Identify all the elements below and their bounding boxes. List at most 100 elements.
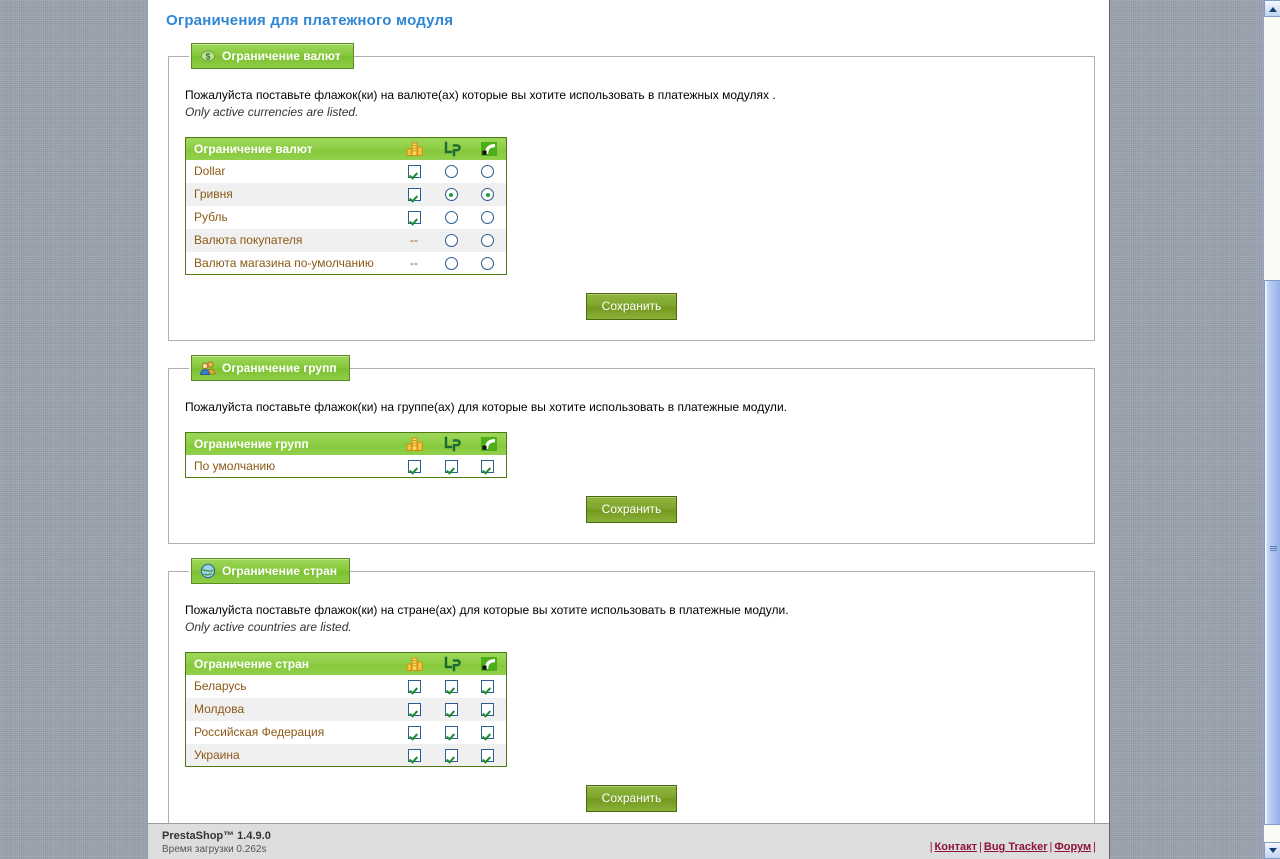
row-label: Рубль [194,210,228,224]
save-row: Сохранить [185,785,1078,812]
footer-link-1[interactable]: Bug Tracker [983,841,1048,853]
checkbox-checked[interactable] [407,459,421,473]
row-label: Dollar [194,164,226,178]
footer-link-2[interactable]: Форум [1054,841,1092,853]
checkbox-checked[interactable] [481,748,495,762]
row-label: По умолчанию [194,458,276,473]
cell-liqpay [433,721,470,744]
checkbox-checked[interactable] [407,703,421,717]
checkbox-checked[interactable] [481,680,495,694]
checkbox-checked[interactable] [407,188,421,202]
restriction-table-groups: Ограничение групп По умолчанию [185,432,507,478]
globe-icon [200,563,216,579]
section-currencies: $ Ограничение валют Пожалуйста поставьте ф… [168,43,1095,341]
footer-separator: | [1049,841,1053,853]
row-label: Валюта покупателя [194,233,303,247]
radio[interactable] [444,211,458,225]
table-row: Молдова [185,697,507,721]
cell-liqpay [433,455,470,478]
checkbox-checked[interactable] [407,211,421,225]
section-countries: Ограничение стран Пожалуйста поставьте фл… [168,558,1095,833]
checkbox-checked[interactable] [407,165,421,179]
table-header-row: Ограничение стран [185,652,507,675]
checkbox-checked[interactable] [444,680,458,694]
radio[interactable] [444,234,458,248]
table-row: Российская Федерация [185,720,507,744]
sections-host: $ Ограничение валют Пожалуйста поставьте ф… [162,43,1095,833]
checkbox-checked[interactable] [444,748,458,762]
radio-selected[interactable] [481,188,495,202]
row-label: Украина [194,747,240,762]
webmoney-icon [480,656,497,672]
intro-note: Only active currencies are listed. [185,105,359,119]
radio[interactable] [444,165,458,179]
column-header-cash-payment [395,137,433,160]
liqpay-icon [443,436,461,452]
scroll-down-arrow[interactable] [1264,842,1280,859]
save-button-countries[interactable]: Сохранить [585,785,678,812]
admin-page-column: Ограничения для платежного модуля $ Огран… [148,0,1110,859]
scrollbar-thumb[interactable] [1264,280,1280,825]
save-button-currencies[interactable]: Сохранить [585,293,678,320]
cell-liqpay [433,744,470,767]
cell-cash-payment [396,206,433,229]
legend-groups: Ограничение групп [189,355,350,381]
table-row: Беларусь [185,674,507,698]
vertical-scrollbar[interactable] [1263,0,1280,859]
liqpay-icon [443,141,461,157]
checkbox-checked[interactable] [407,726,421,740]
footer-load-time: Время загрузки 0.262s [162,844,267,855]
restriction-table-countries: Ограничение стран Беларусь Молдова Российск… [185,652,507,767]
fieldset-groups: Ограничение групп Пожалуйста поставьте фл… [168,355,1095,544]
cell-liqpay [433,675,470,698]
radio[interactable] [481,211,495,225]
cell-cash-payment [396,721,433,744]
column-header-cash-payment [395,432,433,455]
checkbox-checked[interactable] [444,459,458,473]
coins-icon [406,656,423,672]
legend-tab-groups: Ограничение групп [191,355,350,381]
footer-link-0[interactable]: Контакт [934,841,978,853]
checkbox-checked[interactable] [444,703,458,717]
cell-cash-payment [396,183,433,206]
checkbox-checked[interactable] [444,726,458,740]
intro-text: Пожалуйста поставьте флажок(ки) на групп… [185,400,787,414]
column-header-webmoney [469,137,507,160]
content-wrapper: Ограничения для платежного модуля $ Огран… [148,0,1109,833]
webmoney-icon [480,141,497,157]
checkbox-checked[interactable] [481,703,495,717]
webmoney-icon [480,436,497,452]
column-header-liqpay [432,652,470,675]
cell-liqpay [433,206,470,229]
table-row: Валюта покупателя -- [185,228,507,252]
checkbox-checked[interactable] [407,680,421,694]
checkbox-checked[interactable] [407,748,421,762]
footer-separator: | [979,841,982,853]
checkbox-checked[interactable] [481,726,495,740]
cell-webmoney [470,721,507,744]
radio[interactable] [444,256,458,270]
coins-icon [406,436,423,452]
column-header-name: Ограничение валют [185,137,396,160]
column-header-name: Ограничение групп [185,432,396,455]
section-intro: Пожалуйста поставьте флажок(ки) на групп… [185,399,1078,416]
radio[interactable] [481,234,495,248]
scroll-up-arrow[interactable] [1264,0,1280,17]
cell-liqpay [433,229,470,252]
column-header-webmoney [469,432,507,455]
radio[interactable] [481,165,495,179]
cell-cash-payment: -- [396,252,433,275]
money-icon: $ [200,48,216,64]
footer-separator: | [1093,841,1096,853]
legend-currencies: $ Ограничение валют [189,43,354,69]
cell-liqpay [433,183,470,206]
intro-text: Пожалуйста поставьте флажок(ки) на валют… [185,88,776,102]
table-header-row: Ограничение валют [185,137,507,160]
save-button-groups[interactable]: Сохранить [585,496,678,523]
radio-selected[interactable] [444,188,458,202]
page-title: Ограничения для платежного модуля [166,12,454,29]
checkbox-checked[interactable] [481,459,495,473]
not-applicable-dash: -- [410,255,418,270]
radio[interactable] [481,256,495,270]
row-label: Молдова [194,702,245,716]
